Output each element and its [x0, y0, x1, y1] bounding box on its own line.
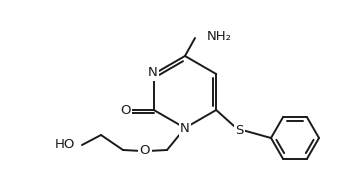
- Text: S: S: [235, 123, 243, 137]
- Text: O: O: [121, 103, 131, 116]
- Text: N: N: [148, 66, 158, 79]
- Text: O: O: [140, 144, 150, 158]
- Text: HO: HO: [55, 139, 75, 151]
- Text: NH₂: NH₂: [207, 31, 232, 43]
- Text: N: N: [180, 123, 190, 135]
